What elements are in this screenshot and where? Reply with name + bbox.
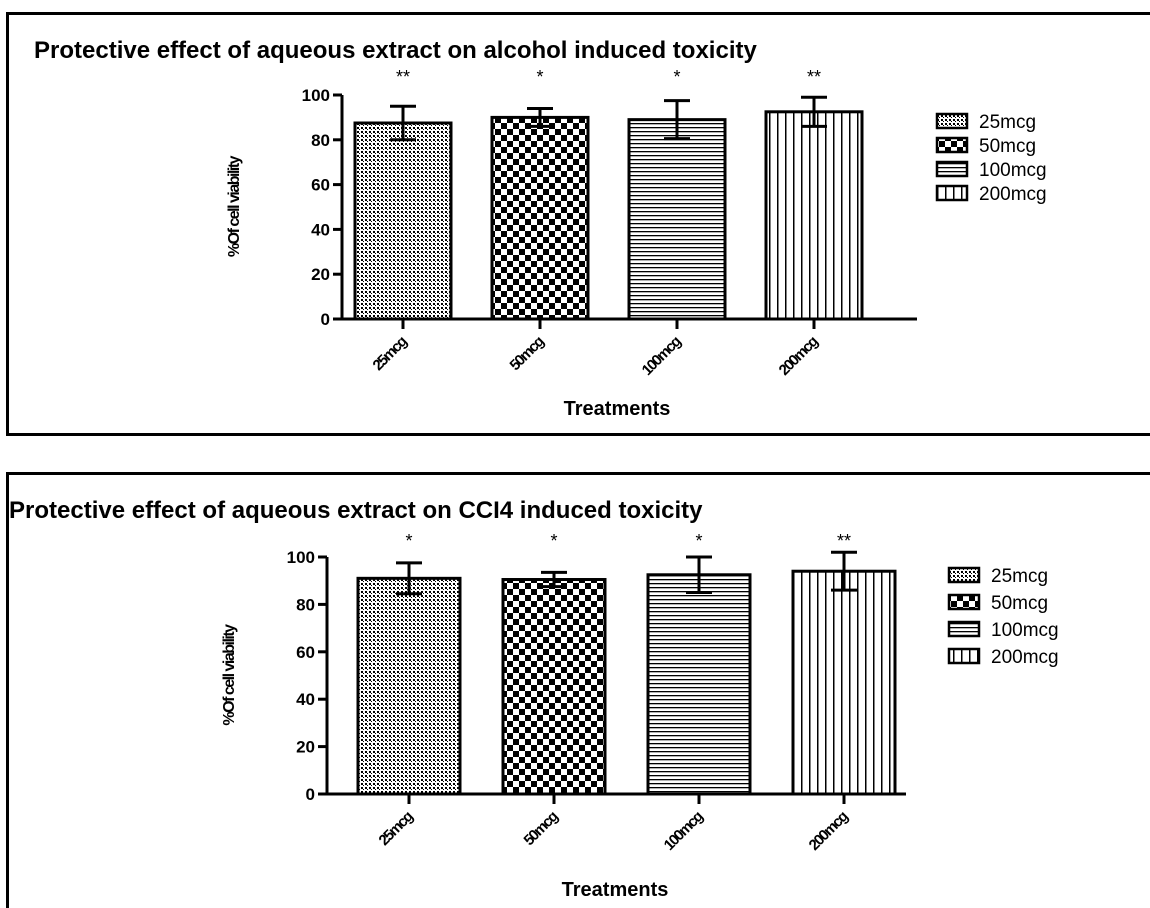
chart-title: Protective effect of aqueous extract on … <box>9 497 703 524</box>
chart-title: Protective effect of aqueous extract on … <box>34 37 757 64</box>
significance-marker: * <box>405 531 412 551</box>
legend-label: 50mcg <box>991 593 1048 614</box>
y-tick-label: 80 <box>311 131 330 150</box>
legend-swatch <box>935 184 969 202</box>
bar-200mcg <box>791 569 897 796</box>
x-category-label: 25mcg <box>376 808 417 849</box>
legend-swatch <box>947 566 981 584</box>
bar-25mcg <box>353 121 453 321</box>
significance-marker: * <box>673 67 680 87</box>
bar-100mcg <box>627 118 727 321</box>
significance-marker: ** <box>396 67 410 87</box>
y-tick-label: 20 <box>296 738 315 757</box>
bar-100mcg <box>646 573 752 796</box>
legend-label: 50mcg <box>979 136 1036 157</box>
y-tick-label: 60 <box>296 643 315 662</box>
significance-marker: ** <box>837 531 851 551</box>
bar-25mcg <box>356 576 462 796</box>
x-category-label: 100mcg <box>639 333 685 379</box>
legend-label: 25mcg <box>991 566 1048 587</box>
legend-label: 200mcg <box>991 647 1059 668</box>
legend-swatch <box>935 160 969 178</box>
significance-marker: ** <box>807 67 821 87</box>
x-category-label: 100mcg <box>661 808 707 854</box>
chart-panel-alcohol: Protective effect of aqueous extract on … <box>6 12 1150 436</box>
significance-marker: * <box>695 531 702 551</box>
y-tick-label: 0 <box>306 785 315 804</box>
x-axis-label: Treatments <box>564 398 671 420</box>
y-tick-label: 100 <box>302 86 330 105</box>
legend-label: 100mcg <box>979 160 1047 181</box>
legend-swatch <box>947 593 981 611</box>
y-axis-label: %Of cell viability <box>221 624 238 726</box>
y-tick-label: 60 <box>311 176 330 195</box>
bar-chart-ccl4: Protective effect of aqueous extract on … <box>9 497 1059 901</box>
significance-marker: * <box>550 531 557 551</box>
y-tick-label: 80 <box>296 595 315 614</box>
y-tick-label: 20 <box>311 265 330 284</box>
y-tick-label: 100 <box>287 548 315 567</box>
chart-panel-ccl4: Protective effect of aqueous extract on … <box>6 472 1150 908</box>
legend-label: 25mcg <box>979 112 1036 133</box>
bar-chart-alcohol: Protective effect of aqueous extract on … <box>34 37 1047 420</box>
y-tick-label: 0 <box>321 310 330 329</box>
legend-label: 100mcg <box>991 620 1059 641</box>
y-tick-label: 40 <box>311 220 330 239</box>
legend-swatch <box>947 647 981 665</box>
bar-50mcg <box>490 115 590 321</box>
x-axis-label: Treatments <box>562 879 669 901</box>
bar-200mcg <box>764 110 864 321</box>
legend-label: 200mcg <box>979 184 1047 205</box>
x-category-label: 200mcg <box>776 333 822 379</box>
x-category-label: 200mcg <box>806 808 852 854</box>
x-category-label: 50mcg <box>507 333 548 374</box>
significance-marker: * <box>536 67 543 87</box>
legend-swatch <box>947 620 981 638</box>
legend-swatch <box>935 112 969 130</box>
x-category-label: 50mcg <box>521 808 562 849</box>
y-axis-label: %Of cell viability <box>226 155 243 257</box>
bar-50mcg <box>501 578 607 796</box>
legend-swatch <box>935 136 969 154</box>
x-category-label: 25mcg <box>370 333 411 374</box>
y-tick-label: 40 <box>296 690 315 709</box>
